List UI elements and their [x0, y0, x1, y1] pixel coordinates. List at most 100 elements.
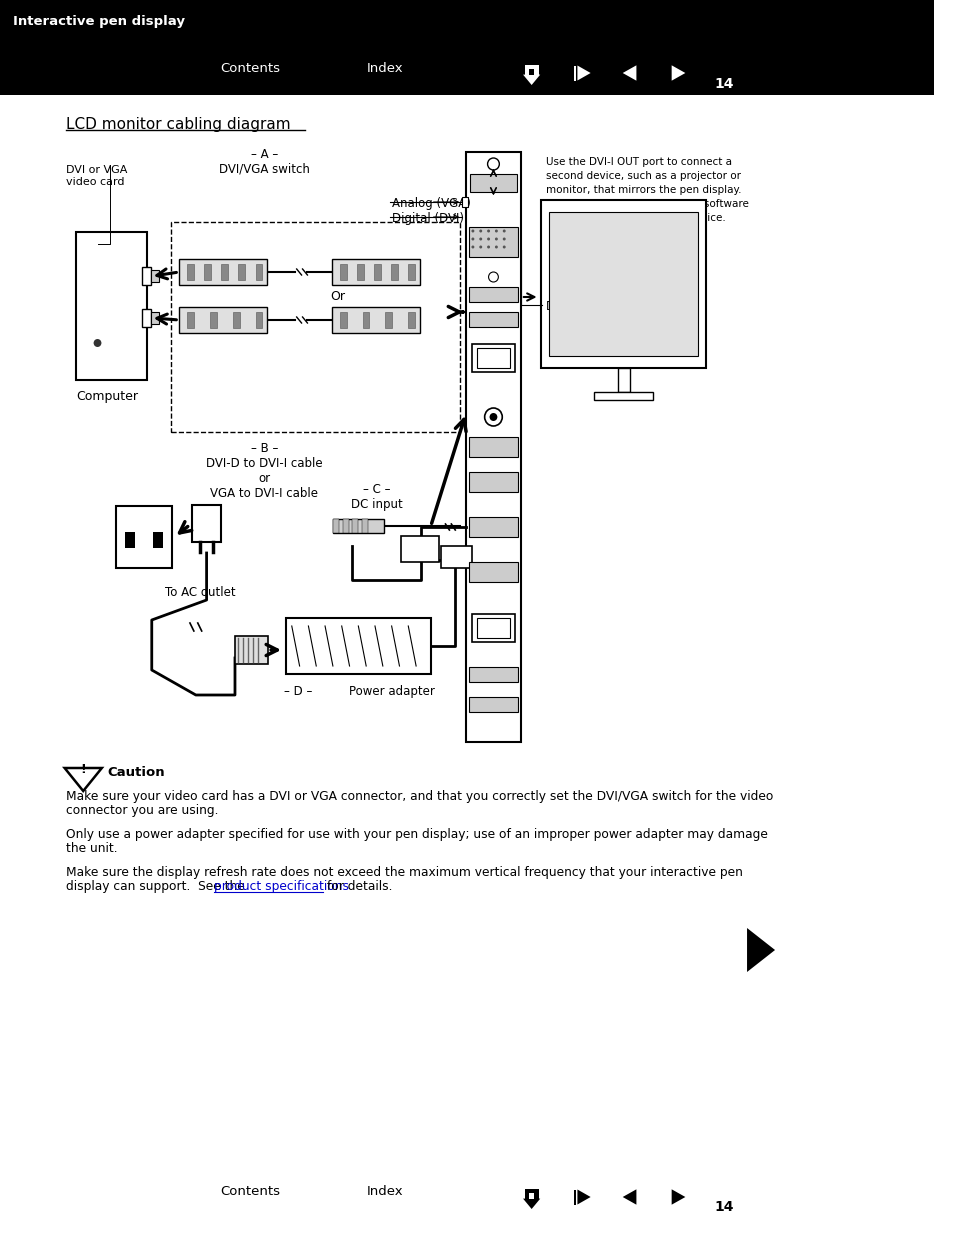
- Bar: [179, 308, 267, 333]
- Bar: [210, 312, 216, 329]
- Circle shape: [478, 230, 481, 232]
- Text: Digital (DVI): Digital (DVI): [392, 212, 463, 225]
- Bar: [529, 69, 534, 74]
- Bar: [352, 519, 358, 534]
- Bar: [332, 308, 419, 333]
- Polygon shape: [671, 1189, 684, 1204]
- Bar: [469, 517, 517, 537]
- Bar: [234, 636, 268, 664]
- Text: display can support.  See the: display can support. See the: [66, 881, 248, 893]
- Bar: [524, 65, 538, 74]
- Bar: [333, 519, 338, 534]
- Text: second device, such as a projector or: second device, such as a projector or: [546, 170, 740, 182]
- Text: – A –: – A –: [251, 148, 277, 161]
- Bar: [142, 268, 151, 285]
- Bar: [362, 519, 368, 534]
- Circle shape: [502, 230, 505, 232]
- Text: Or: Or: [330, 290, 345, 304]
- Bar: [286, 618, 431, 674]
- Text: !: !: [80, 763, 86, 776]
- Polygon shape: [622, 65, 636, 80]
- Bar: [574, 1189, 576, 1204]
- Polygon shape: [577, 65, 590, 80]
- Bar: [472, 614, 515, 642]
- Bar: [469, 312, 517, 327]
- Circle shape: [495, 230, 497, 232]
- Text: Interactive pen display: Interactive pen display: [12, 15, 185, 28]
- Bar: [524, 1189, 538, 1199]
- Circle shape: [484, 408, 501, 426]
- Bar: [172, 222, 459, 432]
- Bar: [469, 287, 517, 303]
- Bar: [469, 562, 517, 582]
- Circle shape: [489, 412, 497, 421]
- Circle shape: [502, 246, 505, 248]
- Text: Computer: Computer: [76, 390, 138, 403]
- Bar: [391, 264, 397, 280]
- Bar: [192, 505, 221, 542]
- Text: Analog (VGA): Analog (VGA): [392, 198, 470, 210]
- Bar: [151, 270, 158, 283]
- Circle shape: [471, 246, 474, 248]
- Text: Make sure the display refresh rate does not exceed the maximum vertical frequenc: Make sure the display refresh rate does …: [66, 866, 741, 879]
- Text: Power adapter: Power adapter: [349, 685, 435, 698]
- Text: DVI or VGA
video card: DVI or VGA video card: [66, 165, 127, 186]
- Text: Fully install the hardware and software: Fully install the hardware and software: [546, 199, 748, 209]
- Bar: [115, 506, 172, 568]
- Bar: [594, 391, 653, 400]
- Bar: [125, 532, 135, 548]
- Bar: [362, 312, 369, 329]
- Bar: [76, 232, 147, 380]
- Circle shape: [488, 272, 497, 282]
- Bar: [541, 200, 705, 368]
- Circle shape: [495, 246, 497, 248]
- Bar: [339, 264, 346, 280]
- Bar: [255, 312, 262, 329]
- Bar: [233, 312, 239, 329]
- Text: Contents: Contents: [220, 1186, 280, 1198]
- Bar: [469, 697, 517, 713]
- Bar: [549, 212, 698, 356]
- Bar: [204, 264, 211, 280]
- Bar: [476, 618, 510, 638]
- Bar: [221, 264, 228, 280]
- Circle shape: [478, 237, 481, 241]
- Text: DVI-I IN: DVI-I IN: [546, 300, 590, 312]
- Bar: [332, 259, 419, 285]
- Bar: [461, 198, 468, 207]
- Text: connector you are using.: connector you are using.: [66, 804, 218, 818]
- Circle shape: [487, 230, 490, 232]
- Text: Make sure your video card has a DVI or VGA connector, and that you correctly set: Make sure your video card has a DVI or V…: [66, 790, 772, 803]
- Bar: [466, 152, 520, 742]
- Bar: [476, 348, 510, 368]
- Text: DVI-D to DVI-I cable
or
VGA to DVI-I cable: DVI-D to DVI-I cable or VGA to DVI-I cab…: [206, 457, 322, 500]
- Circle shape: [495, 237, 497, 241]
- Text: LCD monitor cabling diagram: LCD monitor cabling diagram: [66, 117, 290, 132]
- Bar: [385, 312, 392, 329]
- Bar: [469, 667, 517, 682]
- Bar: [152, 532, 162, 548]
- Bar: [529, 1193, 534, 1199]
- Text: product specifications: product specifications: [213, 881, 349, 893]
- Bar: [187, 312, 193, 329]
- Circle shape: [487, 158, 498, 170]
- Text: for details.: for details.: [322, 881, 392, 893]
- Bar: [469, 227, 517, 257]
- Bar: [470, 174, 517, 191]
- Circle shape: [502, 237, 505, 241]
- Text: DVI/VGA switch: DVI/VGA switch: [218, 162, 310, 175]
- Text: Contents: Contents: [220, 62, 280, 75]
- Text: – C –: – C –: [363, 483, 391, 496]
- Bar: [472, 345, 515, 372]
- Text: – D –: – D –: [284, 685, 313, 698]
- Polygon shape: [522, 1199, 539, 1209]
- Circle shape: [487, 246, 490, 248]
- Text: Index: Index: [367, 1186, 403, 1198]
- Bar: [356, 264, 363, 280]
- Polygon shape: [622, 1189, 636, 1204]
- Text: Caution: Caution: [108, 766, 165, 779]
- Bar: [401, 536, 438, 562]
- Polygon shape: [522, 74, 539, 85]
- Bar: [440, 546, 472, 568]
- Text: 14: 14: [714, 77, 734, 91]
